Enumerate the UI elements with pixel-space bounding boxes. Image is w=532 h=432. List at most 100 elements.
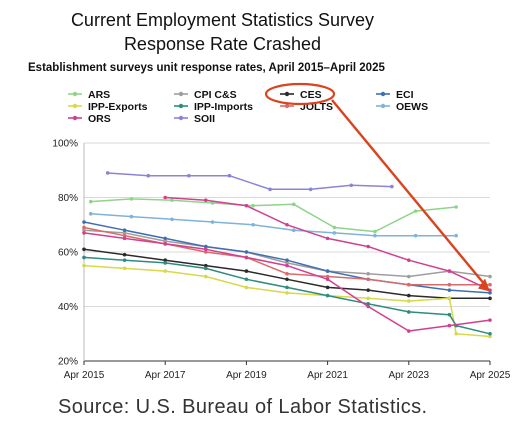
data-point-ors-annual bbox=[204, 198, 208, 203]
data-point-ors bbox=[325, 277, 330, 282]
data-point-ars bbox=[291, 202, 296, 207]
data-point-ars bbox=[454, 205, 458, 209]
data-point-ors bbox=[244, 255, 249, 260]
series-line-ipp-exports bbox=[83, 264, 491, 338]
data-point-soii bbox=[227, 173, 232, 178]
data-point-oews bbox=[373, 233, 377, 238]
data-point-ipp-exports bbox=[244, 285, 249, 290]
x-tick-label: Apr 2023 bbox=[389, 370, 430, 381]
data-point-cpi-c-s bbox=[163, 239, 167, 243]
legend-marker bbox=[284, 103, 290, 109]
data-point-ces bbox=[204, 263, 208, 268]
data-point-ces bbox=[285, 277, 289, 282]
data-point-soii bbox=[308, 187, 313, 192]
x-tick-label: Apr 2015 bbox=[64, 370, 105, 381]
data-point-ars bbox=[129, 197, 134, 201]
data-point-ors bbox=[366, 304, 371, 309]
data-point-soii bbox=[390, 184, 394, 189]
data-point-ces bbox=[407, 293, 411, 298]
data-point-ors bbox=[407, 329, 411, 333]
data-point-ars bbox=[332, 225, 337, 230]
data-point-ipp-exports bbox=[454, 331, 458, 336]
data-point-jolts bbox=[488, 282, 492, 287]
data-point-jolts bbox=[407, 282, 411, 287]
data-point-ars bbox=[210, 201, 215, 205]
x-tick-label: Apr 2025 bbox=[470, 370, 511, 381]
data-point-jolts bbox=[366, 277, 371, 282]
data-point-ipp-imports bbox=[447, 312, 452, 317]
data-point-ipp-exports bbox=[447, 296, 452, 301]
data-point-ipp-exports bbox=[407, 299, 411, 303]
data-point-oews bbox=[454, 233, 458, 238]
data-point-ipp-imports bbox=[244, 277, 249, 282]
data-point-oews bbox=[88, 212, 93, 216]
data-point-ipp-exports bbox=[285, 291, 289, 295]
data-point-oews bbox=[129, 214, 134, 219]
annotation-arrowhead bbox=[478, 278, 490, 292]
headline-line-1: Current Employment Statistics Survey bbox=[70, 10, 375, 30]
legend-marker bbox=[72, 115, 78, 121]
legend-marker bbox=[380, 91, 386, 97]
legend-label: ECI bbox=[396, 89, 414, 101]
headline-line-2: Response Rate Crashed bbox=[123, 34, 322, 54]
data-point-ors-annual bbox=[447, 269, 452, 273]
data-point-soii bbox=[187, 173, 191, 178]
legend-marker bbox=[72, 103, 78, 109]
chart-title: Establishment surveys unit response rate… bbox=[28, 62, 385, 74]
legend-label: OEWS bbox=[396, 101, 428, 113]
legend-label: ARS bbox=[88, 89, 110, 101]
data-point-ces bbox=[244, 269, 249, 273]
data-point-eci bbox=[447, 288, 452, 292]
x-tick-label: Apr 2017 bbox=[145, 370, 186, 381]
series-line-soii bbox=[107, 172, 392, 191]
data-point-ipp-imports bbox=[163, 261, 167, 265]
data-point-jolts bbox=[204, 250, 208, 254]
data-point-ors bbox=[82, 231, 86, 235]
y-tick-label: 20% bbox=[58, 357, 78, 368]
data-point-jolts bbox=[82, 225, 86, 230]
data-point-ors-annual bbox=[366, 244, 371, 249]
data-point-jolts bbox=[285, 272, 289, 276]
data-point-ces bbox=[488, 296, 492, 301]
data-point-soii bbox=[146, 173, 151, 178]
y-tick-label: 40% bbox=[58, 302, 78, 313]
data-point-ces bbox=[325, 285, 330, 290]
data-point-ipp-imports bbox=[407, 310, 411, 314]
data-point-eci bbox=[122, 228, 127, 232]
data-point-ors-annual bbox=[325, 236, 330, 241]
series-line-ars bbox=[90, 198, 457, 233]
data-point-jolts bbox=[325, 274, 330, 279]
data-point-oews bbox=[210, 220, 215, 224]
data-point-eci bbox=[488, 291, 492, 295]
data-point-ors bbox=[488, 318, 492, 322]
data-point-ors bbox=[447, 323, 452, 328]
data-point-eci bbox=[325, 269, 330, 273]
data-point-ors-annual bbox=[407, 258, 411, 262]
legend-marker bbox=[178, 91, 184, 97]
data-point-ipp-exports bbox=[366, 296, 371, 301]
data-point-cpi-c-s bbox=[122, 231, 127, 235]
data-point-ipp-imports bbox=[366, 301, 371, 306]
data-point-ars bbox=[373, 229, 377, 234]
data-point-soii bbox=[268, 187, 272, 192]
data-point-ipp-imports bbox=[122, 258, 127, 262]
data-point-ipp-exports bbox=[163, 269, 167, 273]
data-point-ipp-imports bbox=[325, 293, 330, 298]
series-line-oews bbox=[90, 213, 457, 237]
series-line-ors bbox=[83, 232, 491, 332]
data-point-ipp-exports bbox=[204, 274, 208, 279]
legend-marker bbox=[284, 91, 290, 97]
data-point-oews bbox=[170, 217, 174, 222]
data-point-cpi-c-s bbox=[285, 261, 289, 265]
data-point-ors-annual bbox=[163, 195, 167, 200]
data-point-eci bbox=[163, 236, 167, 241]
data-point-ces bbox=[82, 247, 86, 252]
data-point-ors bbox=[285, 263, 289, 268]
source-credit: Source: U.S. Bureau of Labor Statistics. bbox=[58, 396, 428, 418]
data-point-ipp-imports bbox=[82, 255, 86, 260]
data-point-ors bbox=[122, 236, 127, 241]
x-tick-label: Apr 2021 bbox=[307, 370, 348, 381]
data-point-ces bbox=[122, 252, 127, 257]
legend-label: CPI C&S bbox=[194, 89, 237, 101]
